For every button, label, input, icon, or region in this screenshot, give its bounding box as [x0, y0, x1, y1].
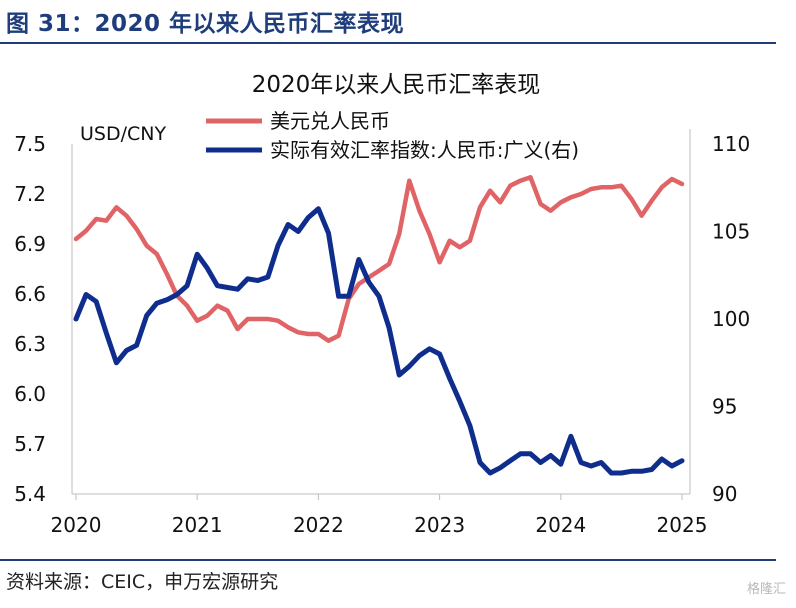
left-y-tick-label: 6.9 [14, 232, 46, 256]
left-y-tick-label: 7.2 [14, 182, 46, 206]
left-y-tick-label: 6.0 [14, 382, 46, 406]
left-y-tick-labels: 7.5 7.2 6.9 6.6 6.3 6.0 5.7 5.4 [14, 132, 46, 506]
left-y-tick-label: 6.3 [14, 332, 46, 356]
legend-label-reer: 实际有效汇率指数:人民币:广义(右) [270, 138, 579, 162]
exchange-rate-chart: 2020年以来人民币汇率表现 USD/CNY 美元兑人民币 实际有效汇率指数:人… [14, 72, 750, 537]
left-y-tick-label: 7.5 [14, 132, 46, 156]
legend-label-usdcny: 美元兑人民币 [270, 109, 390, 133]
chart-title: 2020年以来人民币汇率表现 [252, 72, 541, 98]
x-tick-labels: 2020 2021 2022 2023 2024 2025 [51, 494, 708, 537]
x-tick-label: 2024 [535, 513, 586, 537]
x-tick-label: 2021 [172, 513, 223, 537]
right-y-tick-label: 90 [712, 482, 737, 506]
left-axis-unit-label: USD/CNY [80, 123, 166, 145]
watermark-logo: 格隆汇 [746, 582, 786, 597]
left-y-tick-label: 5.7 [14, 432, 46, 456]
figure-title: 图 31：2020 年以来人民币汇率表现 [6, 11, 405, 37]
right-y-tick-label: 95 [712, 395, 737, 419]
legend: 美元兑人民币 实际有效汇率指数:人民币:广义(右) [206, 109, 579, 162]
right-y-tick-labels: 110 105 100 95 90 [712, 132, 750, 506]
top-rule [0, 42, 776, 44]
reer-line [73, 206, 685, 476]
left-y-tick-label: 5.4 [14, 482, 46, 506]
right-y-tick-label: 110 [712, 132, 750, 156]
x-tick-label: 2025 [657, 513, 708, 537]
usdcny-line [73, 175, 685, 343]
x-tick-label: 2023 [414, 513, 465, 537]
left-y-tick-label: 6.6 [14, 282, 46, 306]
right-y-tick-label: 105 [712, 220, 750, 244]
x-tick-label: 2022 [293, 513, 344, 537]
bottom-rule [0, 559, 776, 561]
x-tick-label: 2020 [51, 513, 102, 537]
right-y-tick-label: 100 [712, 307, 750, 331]
source-note: 资料来源：CEIC，申万宏源研究 [6, 571, 279, 593]
series-layer [73, 175, 685, 476]
